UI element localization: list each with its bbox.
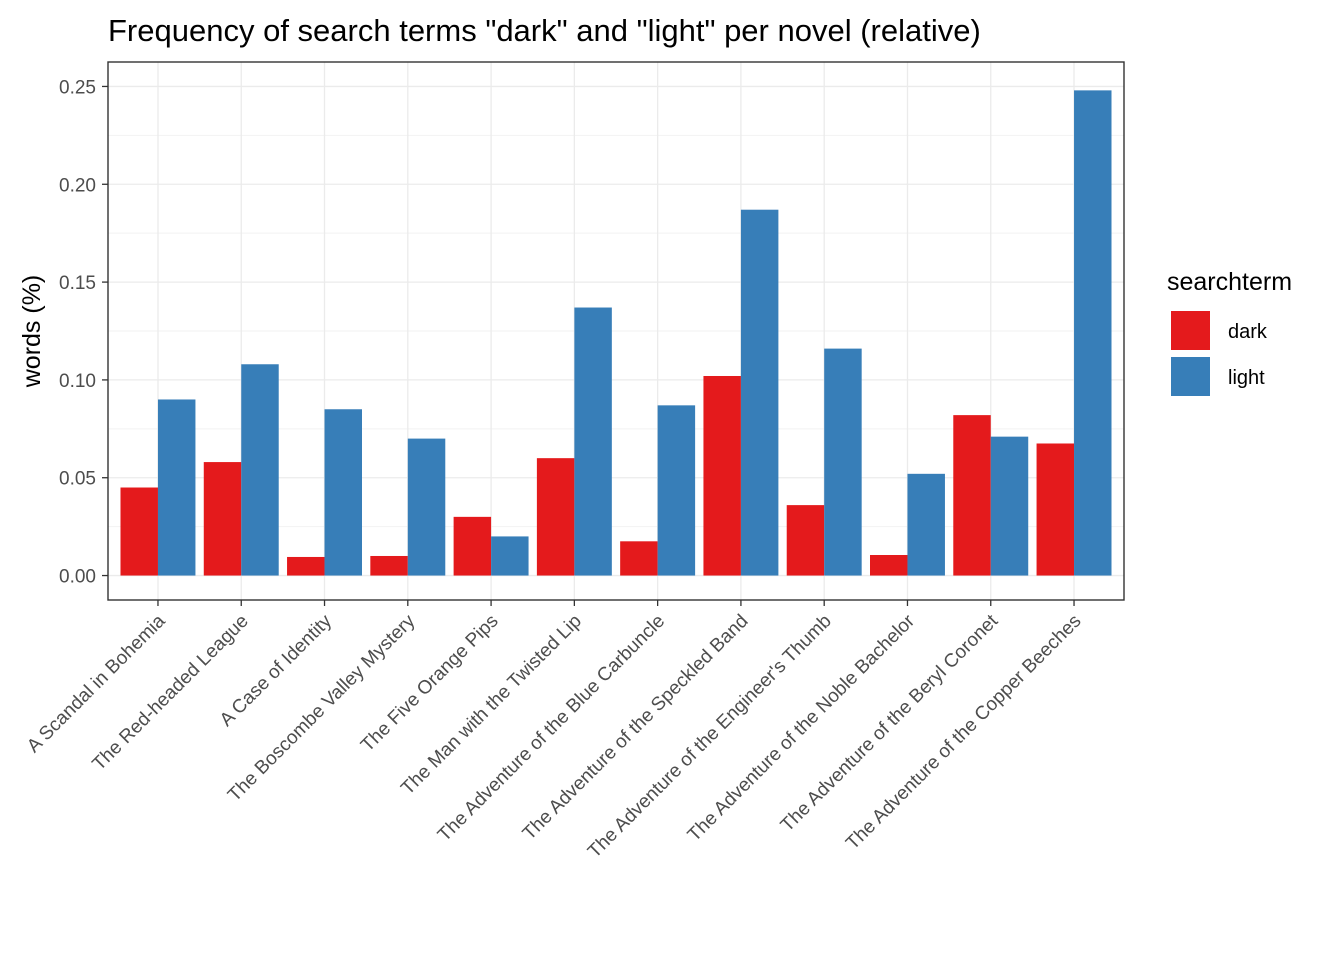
bar-dark	[453, 516, 492, 576]
bar-light	[324, 409, 362, 576]
bar-light	[491, 536, 529, 576]
y-tick-label: 0.00	[59, 567, 96, 588]
bar-dark	[1036, 443, 1075, 576]
legend-label-dark: dark	[1228, 321, 1268, 343]
bar-dark	[203, 462, 242, 576]
plot-area: 0.00 0.05 0.10 0.15 0.20 0.25 A Scandal in Boh…	[23, 61, 1125, 862]
y-tick-label: 0.25	[59, 77, 96, 98]
bar-dark	[786, 505, 825, 576]
bar-dark	[953, 415, 991, 576]
x-tick-label: The Red-headed League	[89, 611, 253, 775]
bar-light	[990, 436, 1029, 576]
bar-light	[1074, 90, 1112, 576]
y-axis-title: words (%)	[18, 275, 46, 389]
legend-key-dark	[1171, 311, 1210, 350]
bar-light	[407, 438, 446, 576]
y-tick-label: 0.20	[59, 175, 96, 196]
bar-dark	[536, 458, 575, 576]
bar-light	[157, 399, 196, 576]
x-tick-label: The Five Orange Pips	[357, 611, 503, 757]
panel-border	[107, 61, 1125, 601]
bar-dark	[287, 556, 325, 576]
x-tick-label: The Man with the Twisted Lip	[397, 611, 586, 800]
bar-dark	[620, 541, 658, 576]
bar-dark	[370, 555, 408, 576]
legend-label-light: light	[1228, 367, 1265, 389]
x-tick-label: A Scandal in Bohemia	[23, 610, 170, 757]
legend-items: dark light	[1171, 311, 1268, 396]
bar-light	[740, 209, 779, 576]
bar-light	[574, 307, 612, 576]
bar-light	[241, 364, 279, 576]
bar-dark	[703, 375, 741, 576]
legend-title: searchterm	[1167, 268, 1292, 296]
legend-key-light	[1171, 357, 1210, 396]
bar-light	[657, 405, 696, 576]
bar-dark	[870, 555, 908, 576]
bar-light	[907, 473, 945, 576]
chart-title: Frequency of search terms "dark" and "li…	[108, 13, 981, 48]
y-tick-label: 0.10	[59, 371, 96, 392]
y-tick-label: 0.05	[59, 469, 96, 490]
bar-light	[824, 348, 862, 576]
y-tick-label: 0.15	[59, 273, 96, 294]
bar-dark	[120, 487, 158, 576]
legend: searchterm dark light	[1167, 268, 1292, 396]
